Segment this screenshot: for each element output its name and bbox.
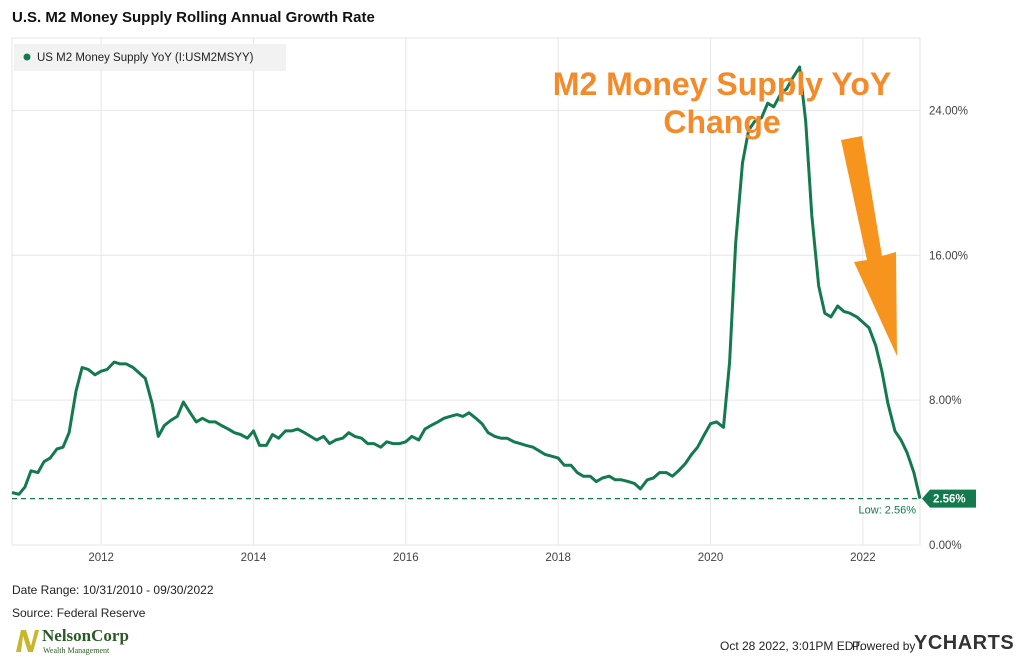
annotation-line-2: Change <box>663 104 780 140</box>
x-tick-label: 2022 <box>850 552 876 564</box>
y-axis-ticks: 0.00% 8.00% 16.00% 24.00% <box>929 105 968 552</box>
x-tick-label: 2014 <box>241 552 267 564</box>
x-axis-ticks: 2012 2014 2016 2018 2020 2022 <box>88 552 875 564</box>
down-arrow-icon <box>841 136 897 356</box>
x-tick-label: 2016 <box>393 552 419 564</box>
y-tick-label: 0.00% <box>929 540 962 552</box>
timestamp: Oct 28 2022, 3:01PM EDT. <box>720 639 863 653</box>
y-tick-label: 8.00% <box>929 395 962 407</box>
logo-subtitle: Wealth Management <box>43 646 110 655</box>
x-tick-label: 2012 <box>88 552 114 564</box>
ycharts-logo[interactable]: YCHARTS <box>914 632 1015 654</box>
series-line-m2-yoy <box>11 65 922 499</box>
logo-mark-icon <box>16 630 39 652</box>
plot-frame <box>11 37 921 546</box>
grid-lines <box>11 37 921 546</box>
y-tick-label: 16.00% <box>929 250 968 262</box>
x-tick-label: 2018 <box>545 552 571 564</box>
chart-title: U.S. M2 Money Supply Rolling Annual Grow… <box>12 9 375 26</box>
date-range: Date Range: 10/31/2010 - 09/30/2022 <box>12 583 214 597</box>
legend-marker <box>23 53 31 61</box>
powered-by-label: Powered by <box>852 639 916 653</box>
source-label: Source: Federal Reserve <box>12 606 146 620</box>
legend-label[interactable]: US M2 Money Supply YoY (I:USM2MSYY) <box>37 52 254 64</box>
x-tick-label: 2020 <box>698 552 724 564</box>
current-value-label: 2.56% <box>933 494 966 506</box>
legend-box <box>14 44 286 71</box>
y-tick-label: 24.00% <box>929 105 968 117</box>
logo-name: NelsonCorp <box>42 626 129 645</box>
low-label: Low: 2.56% <box>859 505 917 517</box>
current-value-badge <box>922 489 976 508</box>
annotation-line-1: M2 Money Supply YoY <box>553 66 891 102</box>
company-logo: NelsonCorp Wealth Management <box>14 626 164 656</box>
